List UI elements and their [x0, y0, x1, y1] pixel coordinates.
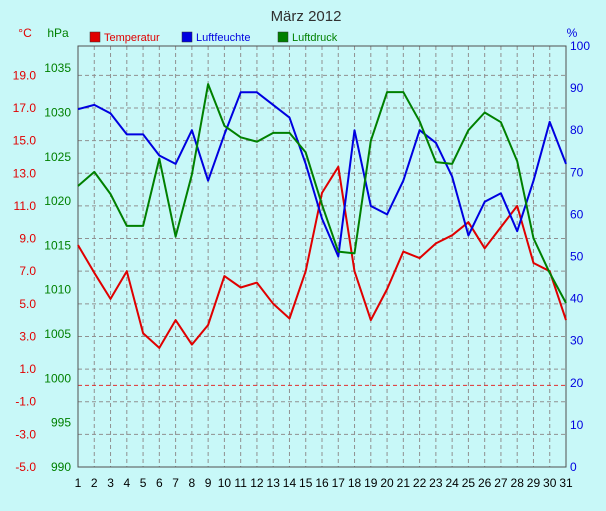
- pressure-tick-label: 1025: [44, 150, 71, 164]
- humidity-tick-label: 0: [570, 460, 577, 474]
- x-tick-label: 7: [172, 476, 179, 490]
- pressure-tick-label: 1005: [44, 327, 71, 341]
- pressure-tick-label: 1010: [44, 283, 71, 297]
- x-tick-label: 23: [429, 476, 443, 490]
- x-tick-label: 8: [189, 476, 196, 490]
- temp-tick-label: 17.0: [13, 101, 37, 115]
- plot-frame: [77, 45, 567, 468]
- legend: Temperatur Luftfeuchte Luftdruck: [89, 31, 338, 44]
- axes: [77, 45, 567, 468]
- x-tick-label: 20: [380, 476, 394, 490]
- x-tick-label: 11: [234, 476, 247, 490]
- x-tick-label: 1: [75, 476, 82, 490]
- humidity-tick-label: 70: [570, 165, 584, 179]
- temp-tick-label: 1.0: [19, 362, 36, 376]
- x-tick-label: 10: [218, 476, 232, 490]
- x-tick-label: 14: [283, 476, 297, 490]
- x-tick-label: 29: [527, 476, 541, 490]
- temp-tick-label: 15.0: [13, 134, 37, 148]
- humidity-tick-label: 20: [570, 376, 584, 390]
- legend-swatch: [277, 31, 289, 43]
- x-tick-label: 26: [478, 476, 492, 490]
- series-line-luftfeuchte: [77, 91, 567, 258]
- x-tick-label: 9: [205, 476, 212, 490]
- legend-label: Luftdruck: [292, 32, 338, 44]
- temp-tick-label: -5.0: [15, 460, 36, 474]
- humidity-tick-label: 10: [570, 418, 584, 432]
- temp-tick-label: -3.0: [15, 427, 36, 441]
- temp-tick-label: 9.0: [19, 232, 36, 246]
- pressure-tick-label: 1030: [44, 105, 71, 119]
- humidity-unit-label: %: [567, 26, 578, 40]
- humidity-tick-label: 50: [570, 250, 584, 264]
- temp-tick-label: 3.0: [19, 329, 36, 343]
- x-tick-label: 18: [348, 476, 362, 490]
- pressure-tick-label: 1035: [44, 61, 71, 75]
- x-tick-label: 16: [315, 476, 329, 490]
- x-tick-label: 6: [156, 476, 163, 490]
- x-tick-label: 21: [397, 476, 411, 490]
- x-tick-label: 27: [494, 476, 508, 490]
- x-tick-label: 22: [413, 476, 427, 490]
- series-line-temperatur: [77, 165, 567, 349]
- x-tick-label: 25: [462, 476, 476, 490]
- series-layer: [77, 83, 567, 349]
- temp-tick-label: 5.0: [19, 297, 36, 311]
- legend-swatch: [181, 31, 193, 43]
- temp-tick-label: -1.0: [15, 395, 36, 409]
- pressure-tick-label: 995: [51, 416, 71, 430]
- temp-unit-label: °C: [18, 26, 32, 40]
- temp-tick-label: 13.0: [13, 166, 37, 180]
- series-line-luftdruck: [77, 83, 567, 304]
- x-tick-label: 17: [332, 476, 346, 490]
- legend-label: Luftfeuchte: [196, 32, 250, 44]
- chart-title: März 2012: [271, 8, 342, 25]
- x-tick-label: 19: [364, 476, 378, 490]
- x-tick-label: 5: [140, 476, 147, 490]
- x-tick-label: 15: [299, 476, 313, 490]
- legend-label: Temperatur: [104, 32, 160, 44]
- x-tick-label: 12: [250, 476, 264, 490]
- x-tick-label: 31: [559, 476, 573, 490]
- x-tick-label: 4: [123, 476, 130, 490]
- tick-labels: 19.0 17.0 15.0 13.0 11.0 9.0 7.0 5.0 3.0 1.0 -1.0 -…: [13, 39, 591, 490]
- humidity-tick-label: 60: [570, 207, 584, 221]
- pressure-tick-label: 1020: [44, 194, 71, 208]
- x-tick-label: 30: [543, 476, 557, 490]
- pressure-tick-label: 1000: [44, 371, 71, 385]
- pressure-tick-label: 990: [51, 460, 71, 474]
- humidity-tick-label: 30: [570, 334, 584, 348]
- humidity-tick-label: 40: [570, 292, 584, 306]
- pressure-tick-label: 1015: [44, 238, 71, 252]
- humidity-tick-label: 100: [570, 39, 590, 53]
- humidity-tick-label: 80: [570, 123, 584, 137]
- temp-tick-label: 7.0: [19, 264, 36, 278]
- temp-tick-label: 11.0: [14, 199, 37, 213]
- x-tick-label: 3: [107, 476, 114, 490]
- x-tick-label: 28: [511, 476, 525, 490]
- humidity-tick-label: 90: [570, 81, 584, 95]
- pressure-unit-label: hPa: [47, 26, 69, 40]
- temp-tick-label: 19.0: [13, 68, 37, 82]
- x-tick-label: 13: [267, 476, 281, 490]
- x-tick-label: 24: [445, 476, 459, 490]
- grid: [78, 46, 566, 467]
- x-tick-label: 2: [91, 476, 98, 490]
- legend-swatch: [89, 31, 101, 43]
